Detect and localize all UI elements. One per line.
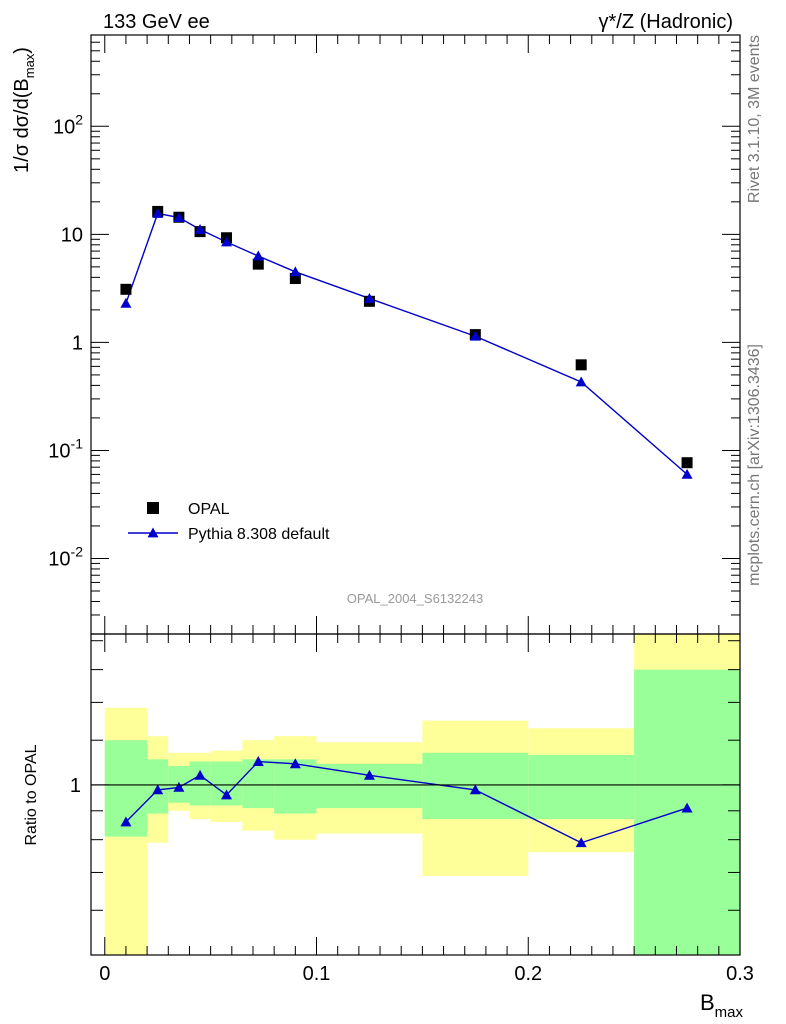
data-point-pythia (152, 207, 164, 218)
main-y-axis-label: 1/σ dσ/d(Bmax) (11, 47, 37, 173)
data-point-pythia (194, 223, 206, 234)
ratio-point-pythia (469, 784, 481, 795)
ratio-point-pythia (363, 769, 375, 780)
data-point-pythia (681, 468, 693, 479)
ratio-uncertainty-bands (104, 634, 740, 955)
data-point-pythia (120, 297, 132, 308)
ratio-point-pythia (289, 758, 301, 769)
y-tick-label: 102 (53, 111, 83, 138)
x-tick-label: 0.1 (303, 963, 331, 985)
ratio-point-pythia (221, 789, 233, 800)
ratio-stat-band (274, 759, 317, 814)
data-point-pythia (221, 236, 233, 247)
legend-marker-opal (147, 502, 159, 514)
ratio-point-pythia (152, 784, 164, 795)
y-tick-label: 10-1 (48, 435, 83, 462)
legend: OPAL Pythia 8.308 default (128, 501, 330, 543)
x-tick-label: 0 (99, 963, 110, 985)
data-point-pythia (289, 266, 301, 277)
x-tick-label: 0.2 (514, 963, 542, 985)
y-tick-label: 10 (61, 224, 83, 246)
data-point-pythia (469, 330, 481, 341)
ratio-point-pythia (681, 802, 693, 813)
header-right-label: γ*/Z (Hadronic) (599, 11, 733, 33)
ratio-plot-frame (90, 633, 741, 956)
data-point-opal (120, 283, 132, 295)
data-point-pythia (252, 250, 264, 261)
data-point-pythia (363, 292, 375, 303)
ratio-point-pythia (120, 816, 132, 827)
legend-label-opal: OPAL (188, 501, 230, 518)
data-point-opal (681, 457, 693, 469)
ratio-y-axis-label: Ratio to OPAL (23, 744, 40, 845)
mcplots-info: mcplots.cern.ch [arXiv:1306.3436] (746, 344, 763, 586)
main-plot-frame (90, 34, 741, 635)
ratio-point-pythia (194, 769, 206, 780)
ratio-point-pythia (575, 837, 587, 848)
data-point-pythia (575, 376, 587, 387)
legend-marker-pythia (147, 527, 159, 538)
header-left-label: 133 GeV ee (103, 11, 210, 33)
y-tick-label: 1 (72, 332, 83, 354)
x-tick-label: 0.3 (726, 963, 754, 985)
mc-series-line (125, 212, 688, 475)
ratio-point-pythia (252, 756, 264, 766)
legend-label-pythia: Pythia 8.308 default (188, 526, 330, 543)
ratio-stat-band (189, 761, 211, 806)
data-point-pythia (173, 212, 185, 222)
data-point-opal (289, 273, 301, 285)
x-axis-label: Bmax (700, 990, 744, 1021)
y-tick-label: 10-2 (48, 543, 83, 570)
data-point-opal (575, 359, 587, 371)
ratio-stat-band (528, 754, 635, 820)
data-point-opal (252, 258, 264, 270)
rivet-info: Rivet 3.1.10, 3M events (746, 35, 763, 203)
watermark: OPAL_2004_S6132243 (347, 591, 483, 606)
ratio-point-pythia (173, 781, 185, 792)
ratio-stat-band (242, 759, 275, 809)
ratio-y-tick-label: 1 (70, 775, 81, 797)
